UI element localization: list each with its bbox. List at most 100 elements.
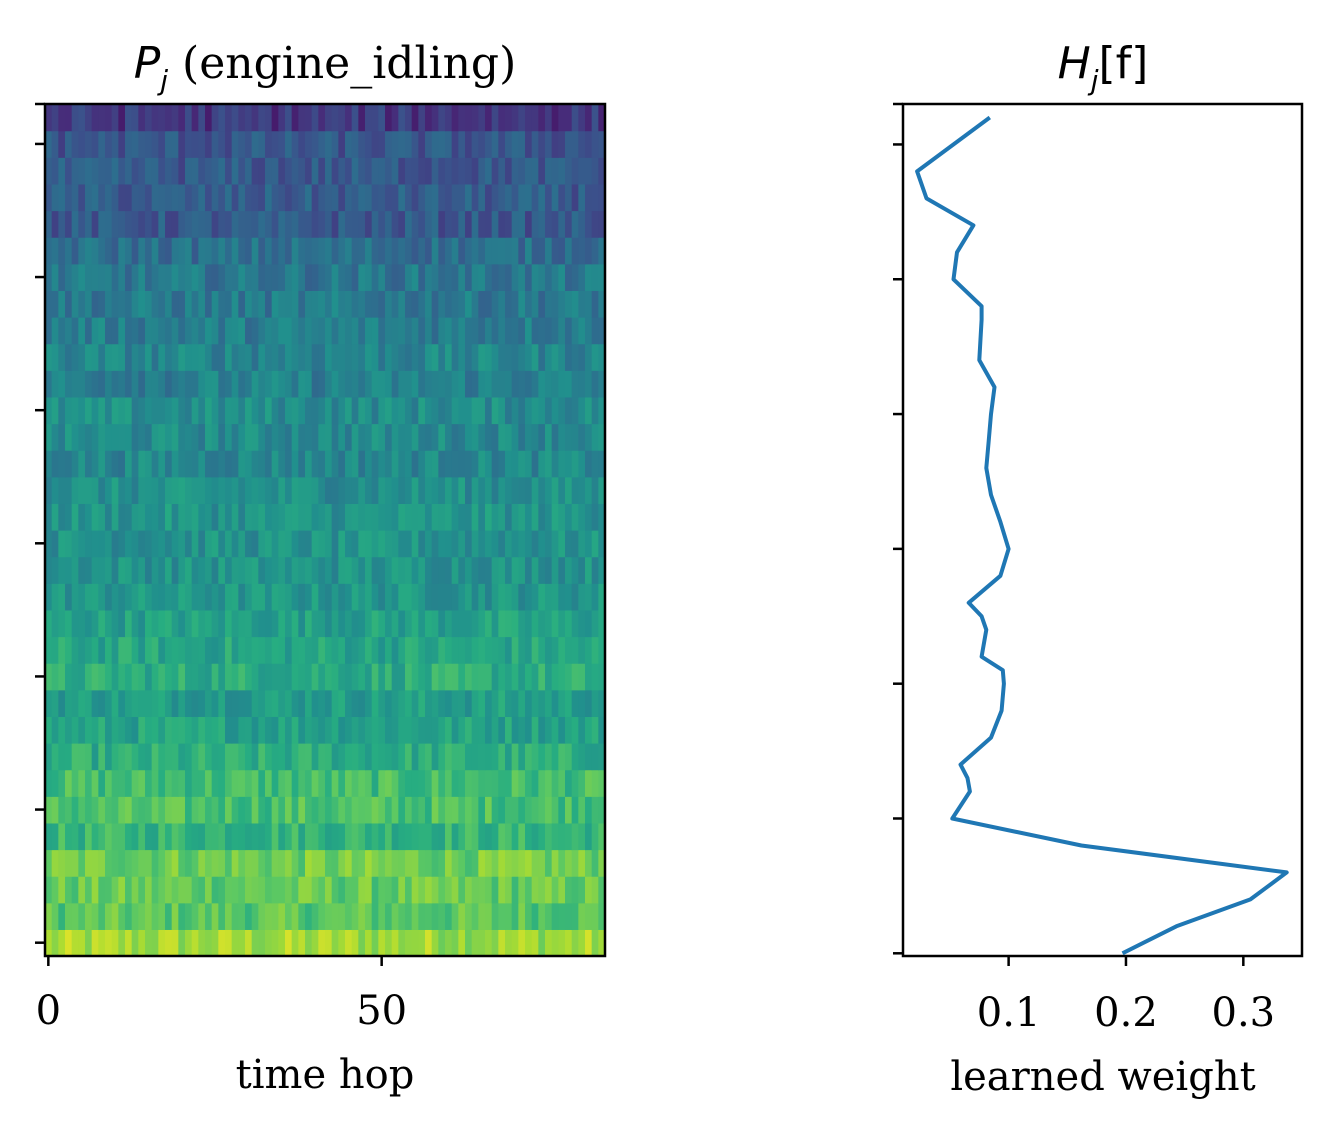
heatmap-cell: [145, 689, 153, 717]
heatmap-cell: [471, 183, 479, 212]
heatmap-cell: [311, 636, 319, 664]
heatmap-cell: [578, 556, 586, 584]
heatmap-cell: [65, 530, 73, 558]
heatmap-cell: [311, 503, 319, 531]
heatmap-cell: [151, 450, 159, 478]
heatmap-cell: [318, 876, 326, 904]
heatmap-cell: [525, 822, 533, 851]
heatmap-cell: [78, 450, 86, 478]
heatmap-cell: [258, 396, 266, 425]
heatmap-cell: [185, 769, 193, 797]
heatmap-cell: [485, 769, 493, 797]
heatmap-cell: [131, 370, 139, 398]
heatmap-cell: [311, 290, 319, 318]
heatmap-cell: [418, 716, 426, 744]
heatmap-cell: [225, 583, 233, 611]
heatmap-cell: [51, 822, 59, 851]
heatmap-cell: [51, 743, 59, 771]
heatmap-cell: [345, 104, 353, 132]
heatmap-cell: [438, 876, 446, 904]
heatmap-cell: [598, 530, 606, 558]
heatmap-cell: [151, 157, 159, 185]
heatmap-cell: [331, 716, 339, 744]
heatmap-cell: [451, 263, 459, 291]
heatmap-cell: [58, 450, 66, 478]
heatmap-cell: [225, 902, 233, 930]
heatmap-cell: [438, 769, 446, 797]
heatmap-cell: [65, 743, 73, 771]
heatmap-cell: [385, 317, 393, 345]
heatmap-cell: [551, 396, 559, 425]
heatmap-cell: [298, 396, 306, 425]
heatmap-cell: [145, 157, 153, 185]
heatmap-cell: [71, 716, 79, 744]
heatmap-cell: [398, 556, 406, 584]
heatmap-cell: [511, 716, 519, 744]
heatmap-cell: [291, 663, 299, 691]
heatmap-cell: [378, 104, 386, 132]
heatmap-cell: [525, 876, 533, 904]
heatmap-cell: [378, 503, 386, 531]
heatmap-cell: [98, 370, 106, 398]
heatmap-cell: [78, 317, 86, 345]
heatmap-cell: [438, 183, 446, 212]
heatmap-cell: [145, 609, 153, 638]
heatmap-cell: [551, 769, 559, 797]
heatmap-cell: [498, 503, 506, 531]
heatmap-cell: [165, 476, 173, 504]
heatmap-cell: [105, 822, 113, 851]
heatmap-cell: [485, 663, 493, 691]
heatmap-cell: [591, 450, 599, 478]
heatmap-cell: [258, 290, 266, 318]
heatmap-cell: [518, 583, 526, 611]
heatmap-cell: [225, 849, 233, 877]
heatmap-cell: [271, 263, 279, 291]
heatmap-cell: [585, 876, 593, 904]
heatmap-cell: [165, 796, 173, 824]
heatmap-cell: [511, 929, 519, 957]
heatmap-cell: [98, 609, 106, 638]
heatmap-cell: [131, 396, 139, 425]
heatmap-cell: [351, 290, 359, 318]
heatmap-cell: [451, 530, 459, 558]
heatmap-cell: [271, 876, 279, 904]
heatmap-cell: [251, 609, 259, 638]
heatmap-cell: [198, 556, 206, 584]
heatmap-cell: [178, 876, 186, 904]
heatmap-cell: [58, 263, 66, 291]
heatmap-cell: [431, 822, 439, 851]
heatmap-cell: [151, 370, 159, 398]
heatmap-cell: [251, 183, 259, 212]
heatmap-cell: [198, 396, 206, 425]
heatmap-cell: [365, 130, 373, 158]
heatmap-cell: [178, 743, 186, 771]
heatmap-cell: [325, 769, 333, 797]
heatmap-cell: [191, 317, 199, 345]
heatmap-cell: [91, 370, 99, 398]
weights-plot-frame: [901, 102, 1304, 958]
heatmap-cell: [351, 902, 359, 930]
heatmap-cell: [85, 876, 93, 904]
heatmap-cell: [558, 210, 566, 238]
heatmap-cell: [131, 130, 139, 158]
heatmap-cell: [245, 396, 253, 425]
heatmap-cell: [358, 689, 366, 717]
heatmap-cell: [218, 104, 226, 132]
heatmap-cell: [525, 743, 533, 771]
heatmap-cell: [131, 210, 139, 238]
heatmap-cell: [585, 130, 593, 158]
heatmap-cell: [465, 556, 473, 584]
heatmap-cell: [305, 822, 313, 851]
heatmap-cell: [571, 743, 579, 771]
heatmap-cell: [98, 796, 106, 824]
heatmap-cell: [498, 716, 506, 744]
heatmap-cell: [378, 183, 386, 212]
heatmap-cell: [598, 210, 606, 238]
heatmap-cell: [251, 104, 259, 132]
heatmap-cell: [478, 822, 486, 851]
heatmap-cell: [225, 476, 233, 504]
heatmap-cell: [258, 876, 266, 904]
heatmap-cell: [278, 503, 286, 531]
heatmap-cell: [305, 183, 313, 212]
heatmap-cell: [318, 183, 326, 212]
